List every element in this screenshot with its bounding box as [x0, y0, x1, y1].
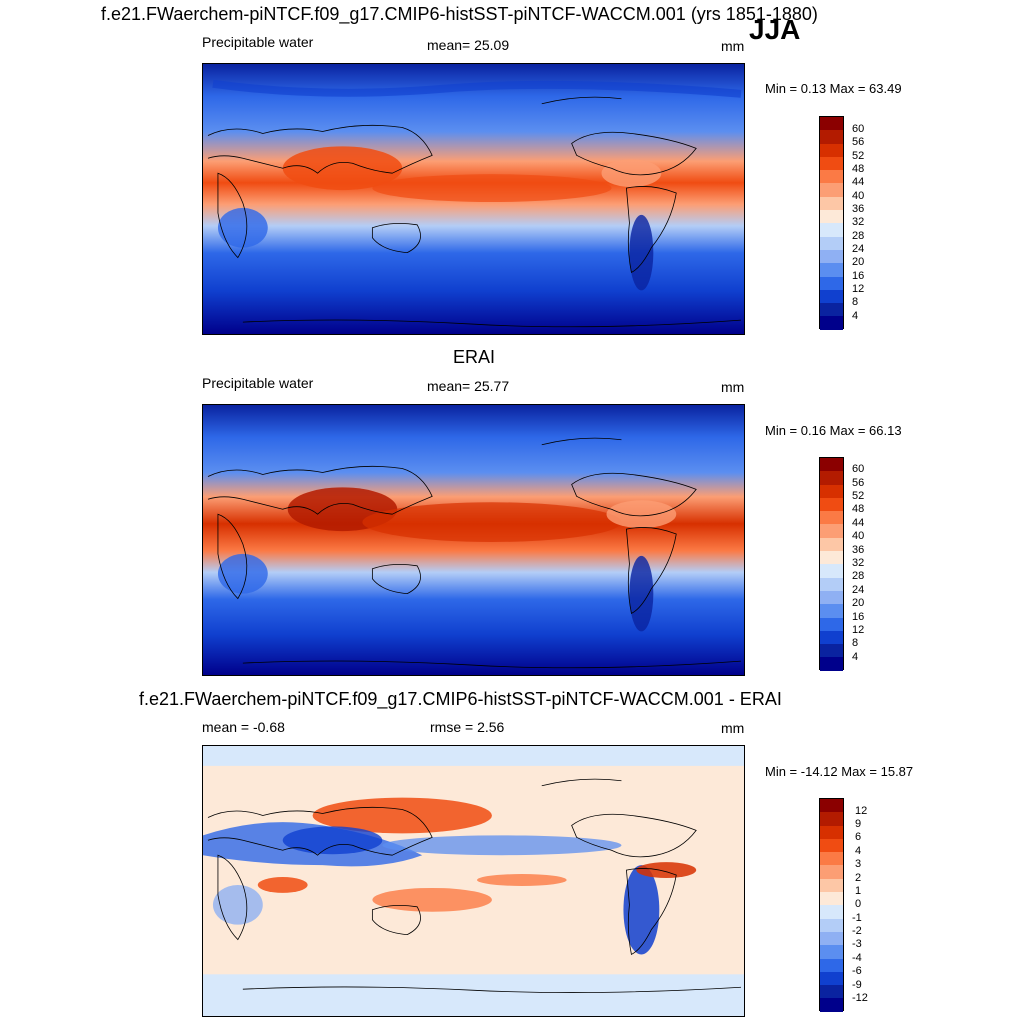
- colorbar-tick: 32: [852, 216, 865, 228]
- colorbar-tick: 8: [852, 296, 859, 308]
- panel2-map: [202, 404, 745, 676]
- colorbar-tick: 44: [852, 517, 865, 529]
- colorbar-tick: -12: [852, 992, 868, 1004]
- colorbar-tick: 12: [852, 283, 865, 295]
- colorbar-tick: 1: [855, 885, 862, 897]
- colorbar-tick: 52: [852, 150, 865, 162]
- colorbar-tick: 3: [855, 858, 862, 870]
- panel2-heading: ERAI: [453, 347, 496, 367]
- colorbar-tick: 12: [852, 624, 865, 636]
- panel1-mean-label: mean= 25.09: [427, 37, 510, 53]
- colorbar-tick: 24: [852, 584, 865, 596]
- colorbar-tick: 44: [852, 176, 865, 188]
- panel2-mean-label: mean= 25.77: [427, 378, 510, 394]
- panel1-colorbar: [819, 116, 844, 330]
- colorbar-tick: -1: [852, 912, 862, 924]
- colorbar-tick: 36: [852, 203, 865, 215]
- colorbar-tick: 60: [852, 463, 865, 475]
- colorbar-tick: 0: [855, 898, 862, 910]
- colorbar-tick: 28: [852, 570, 865, 582]
- panel3-rmse-label: rmse = 2.56: [430, 719, 505, 735]
- panel1-map: [202, 63, 745, 335]
- panel3-heading: f.e21.FWaerchem-piNTCF.f09_g17.CMIP6-his…: [139, 689, 782, 709]
- panel3-minmax-label: Min = -14.12 Max = 15.87: [765, 764, 914, 779]
- colorbar-tick: 16: [852, 270, 865, 282]
- main-title: f.e21.FWaerchem-piNTCF.f09_g17.CMIP6-his…: [101, 4, 818, 24]
- season-label: JJA: [749, 14, 801, 45]
- colorbar-tick: 40: [852, 190, 865, 202]
- colorbar-tick: 2: [855, 872, 862, 884]
- colorbar-tick: 28: [852, 230, 865, 242]
- colorbar-tick: 52: [852, 490, 865, 502]
- panel2-colorbar: [819, 457, 844, 671]
- colorbar-tick: 16: [852, 611, 865, 623]
- panel1-units-label: mm: [721, 38, 745, 54]
- colorbar-tick: -4: [852, 952, 862, 964]
- panel3-units-label: mm: [721, 720, 745, 736]
- colorbar-tick: 60: [852, 123, 865, 135]
- colorbar-tick: 4: [855, 845, 862, 857]
- colorbar-tick: 56: [852, 136, 865, 148]
- colorbar-tick: 20: [852, 256, 865, 268]
- colorbar-tick: 4: [852, 651, 859, 663]
- panel1-minmax-label: Min = 0.13 Max = 63.49: [765, 81, 902, 96]
- colorbar-tick: 6: [855, 831, 862, 843]
- panel2-variable-label: Precipitable water: [202, 375, 314, 391]
- colorbar-tick: -9: [852, 979, 862, 991]
- colorbar-tick: 20: [852, 597, 865, 609]
- colorbar-tick: -6: [852, 965, 862, 977]
- panel3-map: [202, 745, 745, 1017]
- colorbar-tick: 4: [852, 310, 859, 322]
- colorbar-tick: 56: [852, 477, 865, 489]
- colorbar-tick: 36: [852, 544, 865, 556]
- colorbar-tick: 12: [855, 805, 868, 817]
- colorbar-tick: 24: [852, 243, 865, 255]
- panel2-units-label: mm: [721, 379, 745, 395]
- panel3-mean-label: mean = -0.68: [202, 719, 285, 735]
- colorbar-tick: 48: [852, 163, 865, 175]
- colorbar-tick: -3: [852, 938, 862, 950]
- panel1-variable-label: Precipitable water: [202, 34, 314, 50]
- colorbar-tick: 48: [852, 503, 865, 515]
- colorbar-tick: 32: [852, 557, 865, 569]
- panel3-colorbar: [819, 798, 844, 1012]
- colorbar-tick: 40: [852, 530, 865, 542]
- panel2-minmax-label: Min = 0.16 Max = 66.13: [765, 423, 902, 438]
- colorbar-tick: -2: [852, 925, 862, 937]
- colorbar-tick: 8: [852, 637, 859, 649]
- colorbar-tick: 9: [855, 818, 862, 830]
